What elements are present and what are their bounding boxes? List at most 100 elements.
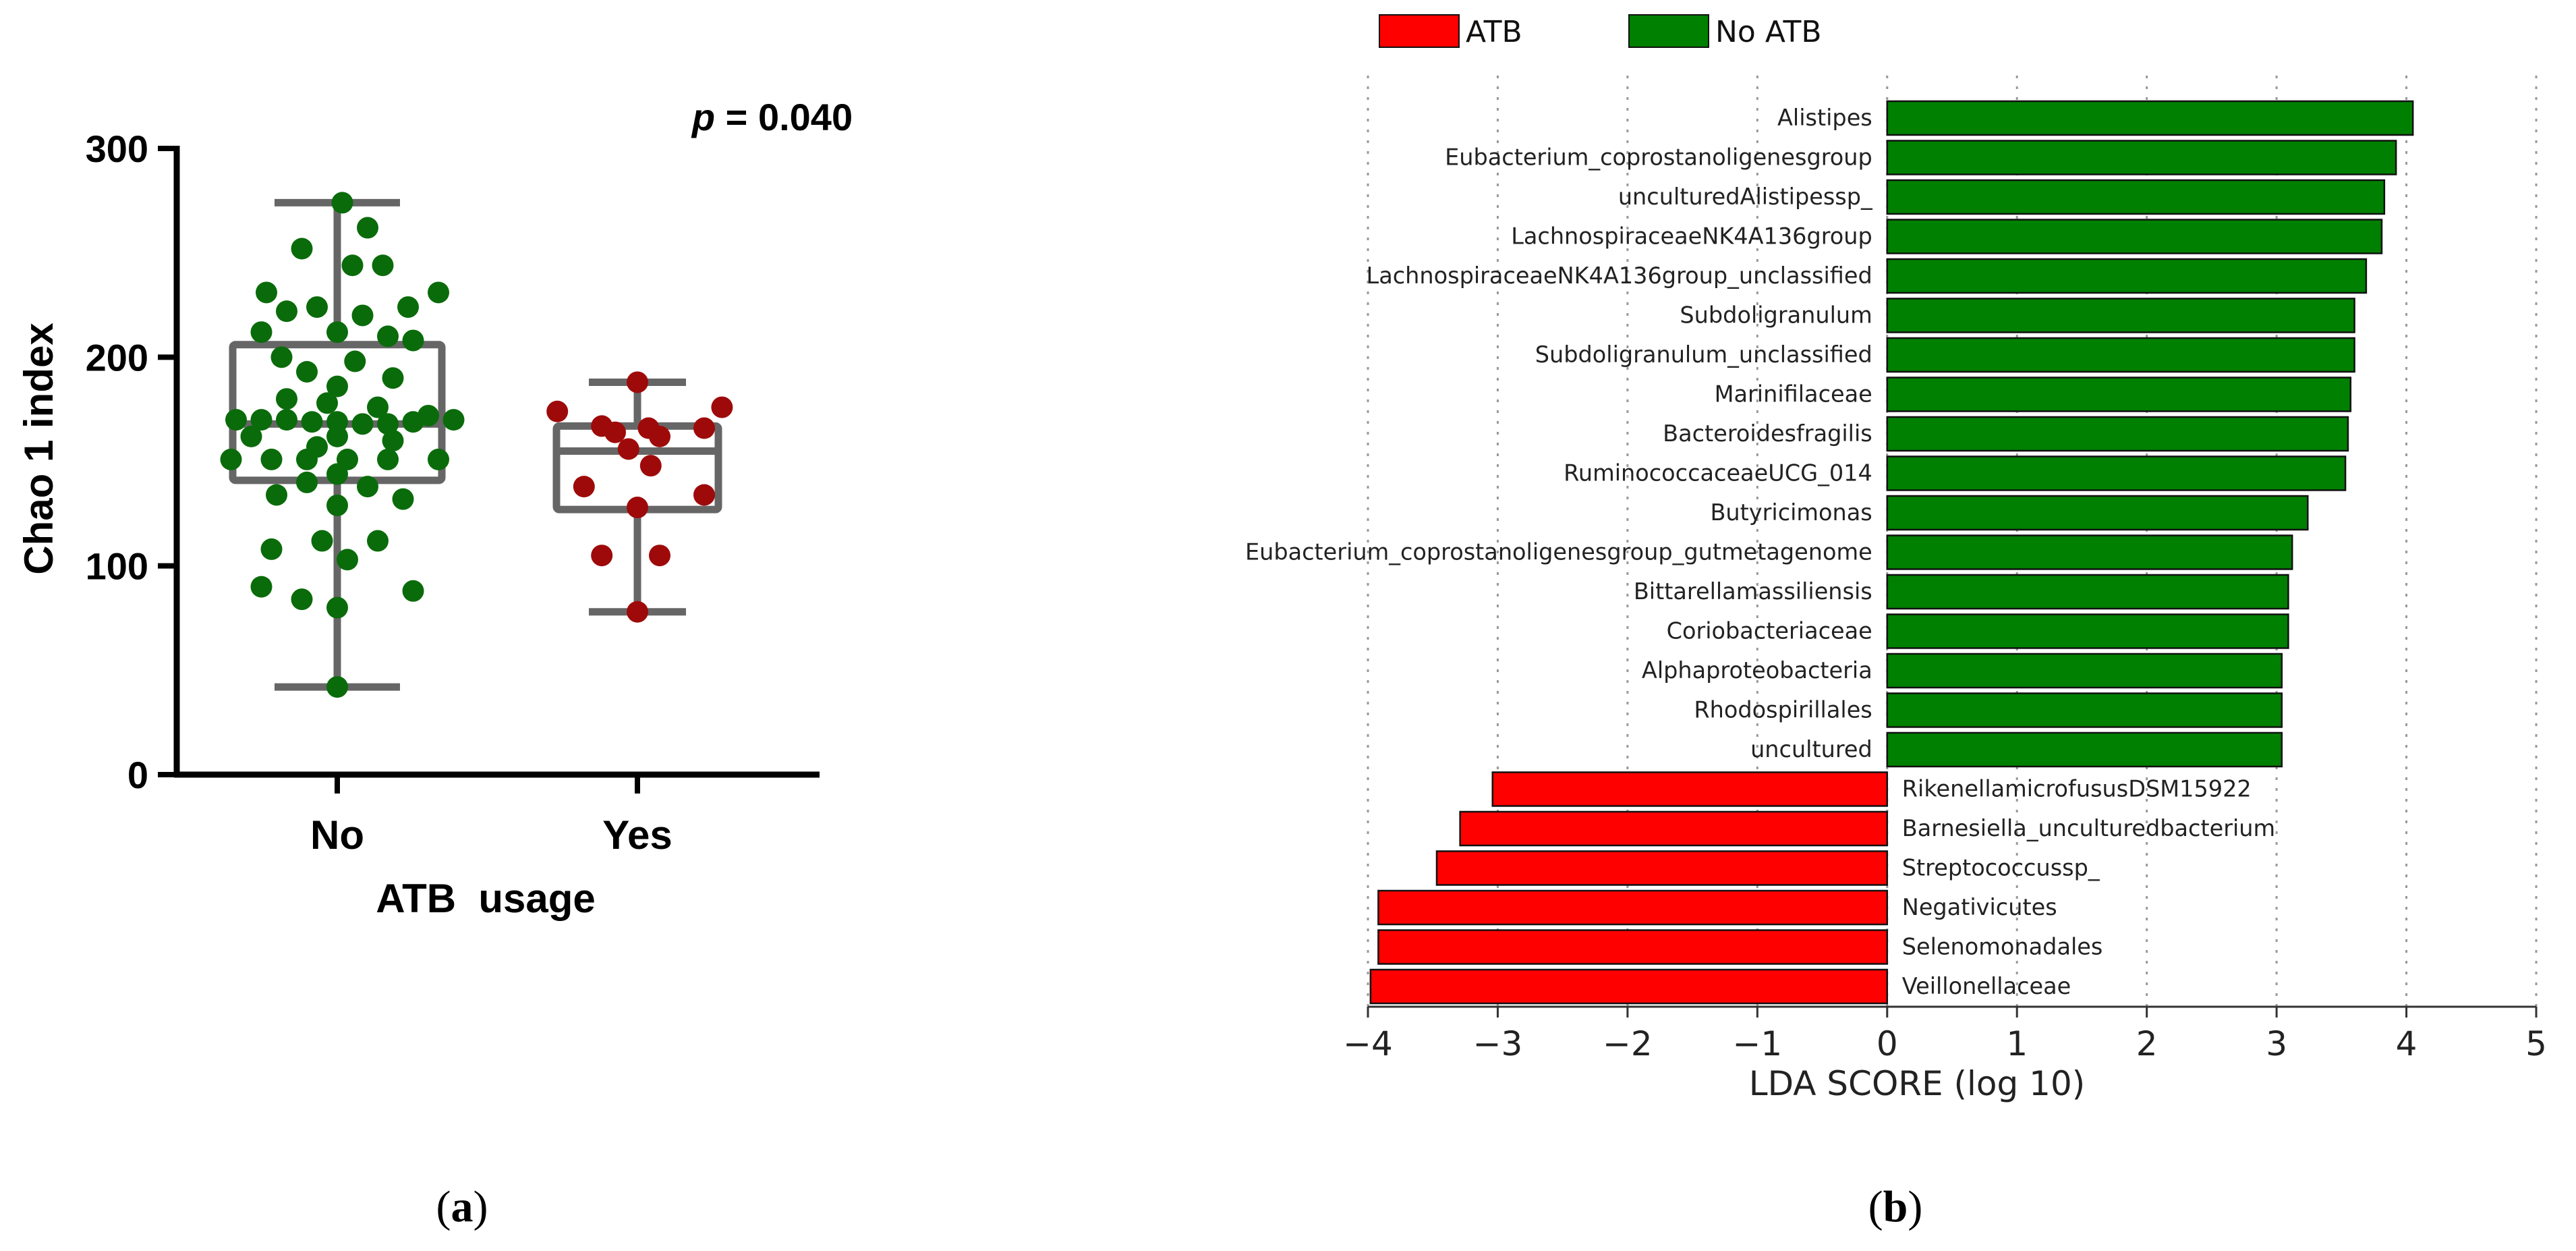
data-point-no — [296, 448, 318, 470]
bar-negativicutes — [1377, 889, 1889, 926]
data-point-no — [351, 304, 374, 327]
p-value-annotation: p = 0.040 — [691, 96, 853, 138]
category-label: Streptococcussp_ — [1902, 855, 2100, 881]
legend-swatch-no-atb — [1628, 14, 1709, 48]
category-label: Selenomonadales — [1902, 934, 2103, 960]
data-point-no — [377, 325, 399, 348]
caption-b-close: ) — [1908, 1182, 1922, 1231]
bar-lachnospiraceaenk4a136group-unclassified — [1886, 258, 2368, 294]
data-point-no — [276, 388, 297, 410]
panel-b-x-axis-label: LDA SCORE (log 10) — [1749, 1064, 2086, 1103]
x-tick-label: −3 — [1473, 1024, 1523, 1063]
data-point-no — [225, 409, 247, 431]
caption-b-letter: b — [1883, 1182, 1908, 1231]
data-point-no — [367, 396, 389, 418]
data-point-no — [402, 329, 424, 352]
x-tick-label: 0 — [1877, 1024, 1898, 1063]
data-point-no — [296, 471, 318, 493]
bar-subdoligranulum — [1886, 298, 2355, 333]
data-point-no — [326, 494, 348, 516]
data-point-no — [428, 448, 449, 470]
panel-b-bars — [1369, 100, 2414, 1005]
panel-a-boxplot: 0 100 200 300 No Yes p = 0.040 Chao 1 index A… — [16, 96, 853, 921]
category-label: Alphaproteobacteria — [1642, 657, 1872, 684]
category-label: Eubacterium_coprostanoligenesgroup_gutme… — [1245, 539, 1872, 565]
legend-label-atb: ATB — [1466, 15, 1522, 49]
bar-uncultured — [1886, 731, 2283, 768]
data-point-no — [260, 448, 283, 470]
data-point-yes — [693, 417, 715, 439]
x-tick-label: −4 — [1343, 1024, 1393, 1063]
data-point-no — [250, 321, 273, 343]
data-point-yes — [591, 545, 613, 567]
category-label: Subdoligranulum_unclassified — [1535, 341, 1872, 368]
panel-a-tick-labels: 0 100 200 300 No Yes — [86, 128, 672, 858]
category-label: Bacteroidesfragilis — [1663, 420, 1872, 447]
data-point-no — [291, 238, 313, 260]
category-label: Coriobacteriaceae — [1667, 618, 1872, 644]
bar-rhodospirillales — [1886, 692, 2283, 728]
data-point-no — [367, 530, 389, 552]
data-point-yes — [639, 455, 662, 477]
legend-swatch-atb — [1379, 14, 1460, 48]
data-point-no — [250, 409, 273, 431]
data-point-no — [250, 576, 273, 598]
panel-b-legend: ATB No ATB — [1379, 14, 1822, 49]
data-point-yes — [604, 421, 626, 443]
category-label: Butyricimonas — [1710, 499, 1872, 526]
p-value-text: = 0.040 — [715, 96, 853, 138]
data-point-no — [326, 425, 348, 447]
bar-lachnospiraceaenk4a136group — [1886, 219, 2383, 254]
data-point-no — [240, 425, 262, 447]
data-point-no — [256, 281, 277, 304]
category-label: Eubacterium_coprostanoligenesgroup — [1445, 144, 1872, 171]
x-tick-label: 1 — [2006, 1024, 2028, 1063]
category-label: Veillonellaceae — [1902, 973, 2071, 999]
panel-b-category-labels: Alistipes Eubacterium_coprostanoligenesgr… — [1245, 105, 2275, 999]
bar-barnesiella-unculturedbacterium — [1459, 810, 1889, 847]
data-point-yes — [546, 400, 569, 422]
p-value-symbol: p — [691, 96, 715, 138]
data-point-no — [270, 346, 293, 368]
category-label: RuminococcaceaeUCG_014 — [1564, 460, 1872, 486]
bar-eubacterium-coprostanoligenesgroup-gutmetagenome — [1886, 534, 2293, 570]
x-tick-label: 3 — [2266, 1024, 2287, 1063]
panel-a-x-axis-label: ATB usage — [376, 876, 596, 921]
category-label: LachnospiraceaeNK4A136group — [1511, 223, 1872, 250]
bar-butyricimonas — [1886, 495, 2309, 531]
bar-ruminococcaceaeucg-014 — [1886, 455, 2347, 491]
x-tick-label: −2 — [1603, 1024, 1653, 1063]
data-point-no — [306, 296, 328, 318]
panel-a-y-tick-label: 100 — [86, 545, 148, 588]
data-point-yes — [711, 396, 733, 418]
data-point-no — [260, 538, 283, 560]
bar-rikenellamicrofususdsm15922 — [1491, 771, 1889, 807]
panel-a-y-tick-label: 300 — [86, 128, 148, 170]
category-label: unculturedAlistipessp_ — [1618, 184, 1873, 210]
data-point-no — [316, 392, 338, 414]
category-label: RikenellamicrofususDSM15922 — [1902, 776, 2252, 802]
bar-streptococcussp- — [1435, 850, 1889, 886]
panel-b-x-axis: −4 −3 −2 −1 0 1 2 3 4 5 — [1343, 1005, 2547, 1063]
bar-veillonellaceae — [1369, 968, 1889, 1005]
panel-a-y-tick-label: 0 — [127, 754, 148, 796]
data-point-no — [392, 488, 414, 510]
caption-a-letter: a — [451, 1182, 474, 1231]
bar-alphaproteobacteria — [1886, 652, 2283, 689]
bar-eubacterium-coprostanoligenesgroup — [1886, 140, 2397, 175]
category-label: Negativicutes — [1902, 894, 2057, 920]
data-point-yes — [627, 497, 648, 519]
category-label: Barnesiella_unculturedbacterium — [1902, 815, 2275, 841]
data-point-no — [382, 367, 404, 389]
data-point-no — [341, 254, 364, 277]
data-point-yes — [649, 545, 670, 567]
category-label: Subdoligranulum — [1680, 302, 1872, 329]
caption-a-open: ( — [436, 1182, 451, 1231]
data-point-no — [357, 217, 378, 239]
data-point-no — [442, 409, 465, 431]
data-point-yes — [573, 476, 595, 498]
data-point-no — [266, 484, 287, 506]
data-point-yes — [693, 484, 715, 506]
x-tick-label: 2 — [2136, 1024, 2158, 1063]
